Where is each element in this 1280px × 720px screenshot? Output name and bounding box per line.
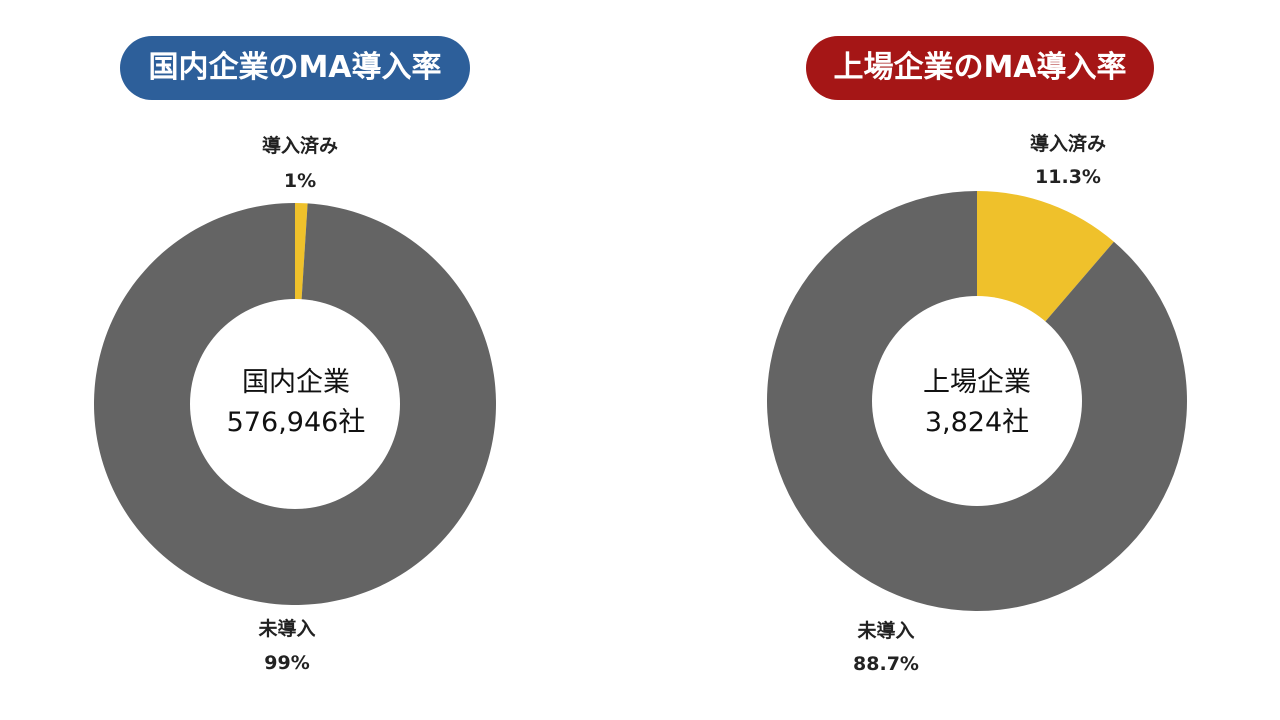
domestic-not-adopted-percent: 99% (264, 652, 309, 674)
listed-not-adopted-percent: 88.7% (853, 653, 919, 675)
domestic-donut-chart: 導入済み 1% 未導入 99% 国内企業 576,946社 (94, 134, 497, 674)
domestic-not-adopted-label: 未導入 (257, 617, 315, 640)
listed-chart-panel: 上場企業のMA導入率 導入済み 11.3% 未導入 88.7% 上場企業 3,8… (640, 0, 1280, 720)
listed-center-label: 上場企業 (923, 367, 1031, 398)
domestic-chart-title: 国内企業のMA導入率 (120, 36, 470, 100)
domestic-adopted-label: 導入済み (262, 134, 338, 157)
listed-donut-hole (872, 296, 1082, 506)
domestic-chart-panel: 国内企業のMA導入率 導入済み 1% 未導入 99% 国内企業 576,946社 (94, 36, 497, 674)
domestic-center-label: 国内企業 (242, 367, 350, 398)
domestic-donut-hole (190, 299, 400, 509)
listed-donut-chart: 導入済み 11.3% 未導入 88.7% 上場企業 3,824社 (767, 132, 1187, 675)
listed-center-value: 3,824社 (925, 407, 1029, 438)
domestic-adopted-percent: 1% (284, 170, 316, 192)
listed-adopted-percent: 11.3% (1035, 166, 1101, 188)
listed-adopted-label: 導入済み (1030, 132, 1106, 155)
listed-chart-title: 上場企業のMA導入率 (806, 36, 1154, 100)
listed-not-adopted-label: 未導入 (856, 619, 914, 642)
domestic-center-value: 576,946社 (227, 407, 366, 438)
